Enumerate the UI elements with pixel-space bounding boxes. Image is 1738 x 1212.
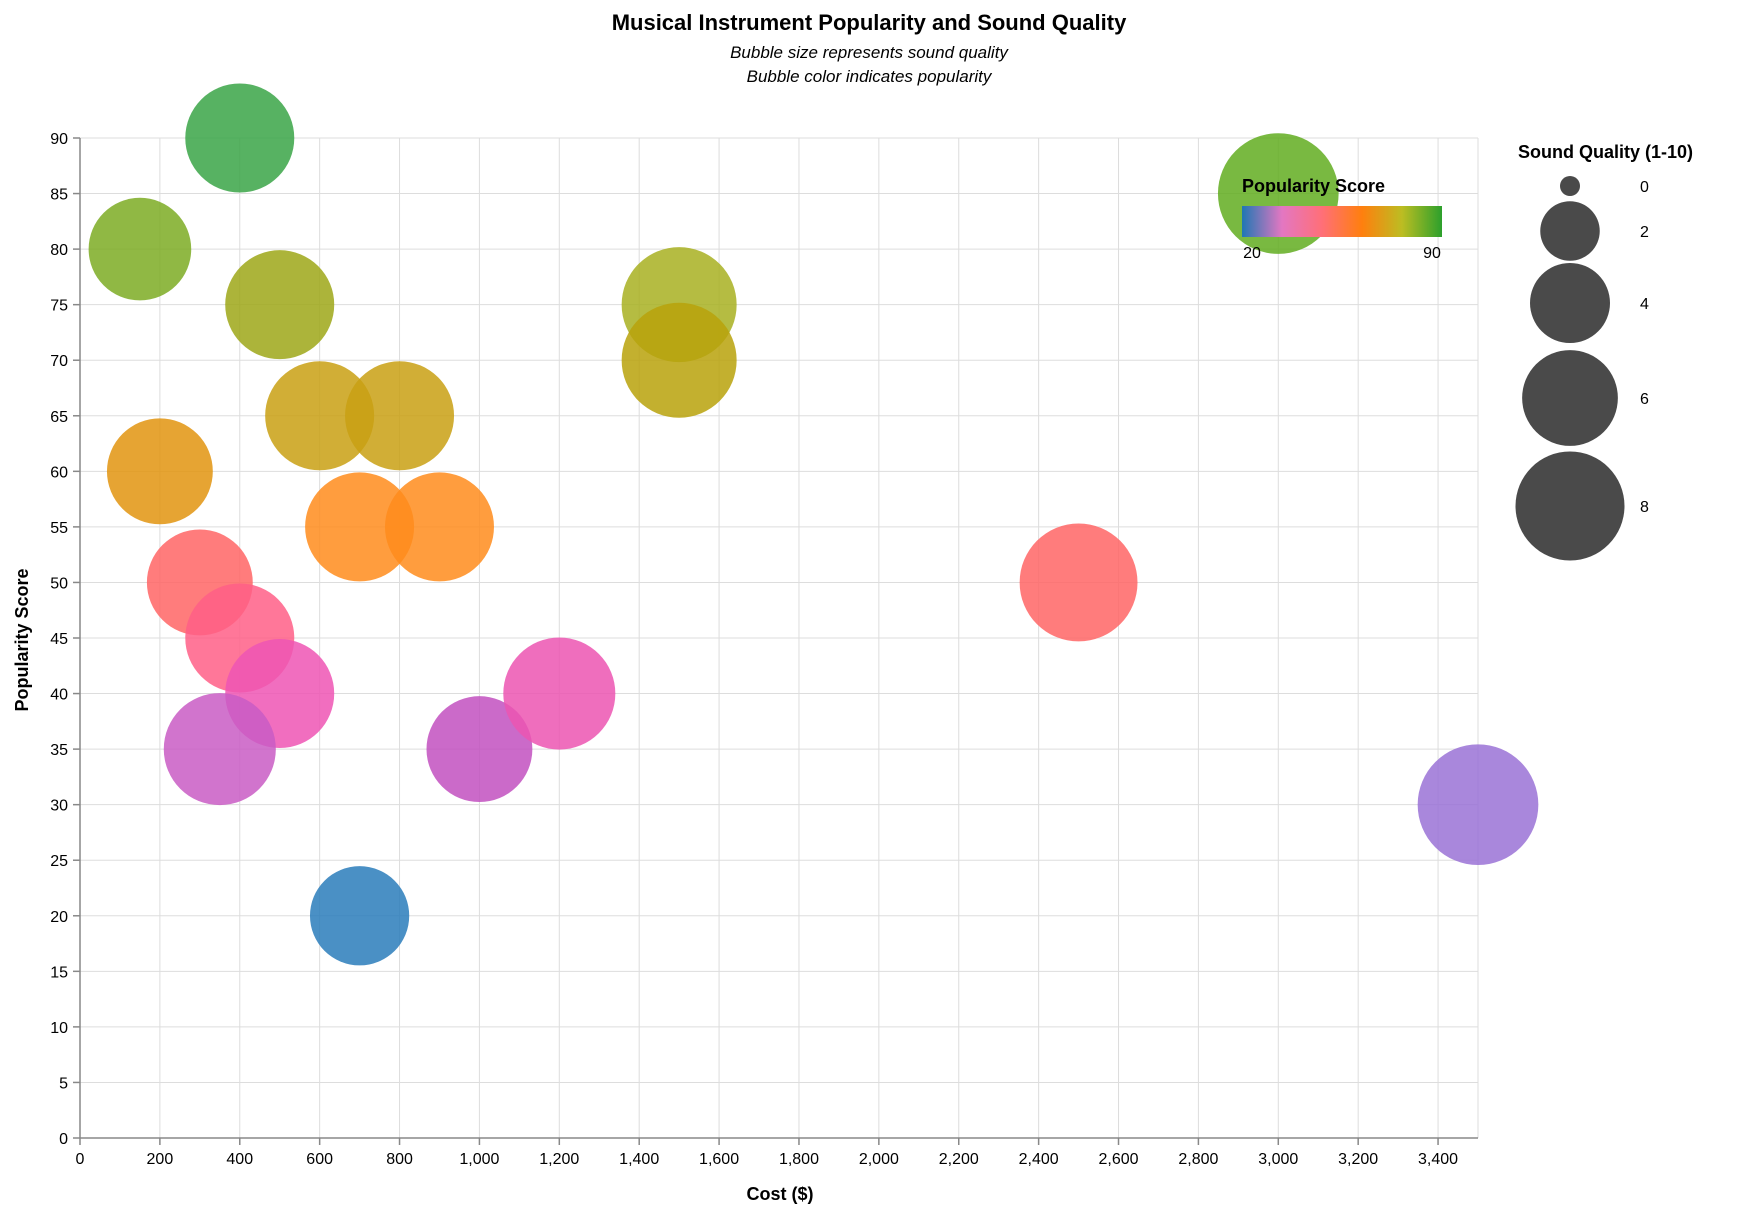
- x-tick-label: 2,200: [939, 1151, 979, 1168]
- y-tick-label: 0: [59, 1131, 68, 1148]
- x-tick-label: 0: [76, 1151, 85, 1168]
- chart-subtitle-line-1: Bubble size represents sound quality: [730, 43, 1009, 62]
- x-tick-label: 2,800: [1178, 1151, 1218, 1168]
- bubble-point: [503, 637, 616, 750]
- bubble-point: [305, 472, 415, 582]
- x-tick-label: 400: [226, 1151, 253, 1168]
- color-legend-title: Popularity Score: [1242, 176, 1385, 196]
- y-tick-label: 75: [50, 298, 68, 315]
- size-legend: Sound Quality (1-10) 0 2 4 6 8: [1515, 142, 1693, 561]
- bubble-point: [185, 83, 295, 193]
- y-tick-label: 35: [50, 742, 68, 759]
- bubble-point: [621, 302, 737, 418]
- bubble-point: [88, 197, 192, 301]
- bubble-point: [1417, 744, 1539, 866]
- grid: [79, 137, 1479, 1139]
- bubble-point: [384, 472, 494, 582]
- color-legend-max-label: 90: [1423, 245, 1441, 262]
- y-tick-label: 90: [50, 131, 68, 148]
- chart-subtitle-line-2: Bubble color indicates popularity: [747, 67, 993, 86]
- x-tick-label: 800: [386, 1151, 413, 1168]
- axes: 0 200 400 600 800 1,000 1,200 1,400 1,600 1,800 2,…: [50, 131, 1478, 1168]
- x-tick-label: 600: [306, 1151, 333, 1168]
- x-axis-title: Cost ($): [747, 1184, 814, 1204]
- bubble-point: [265, 361, 375, 471]
- bubble-point: [106, 418, 213, 525]
- bubble-point: [426, 696, 533, 803]
- y-tick-label: 55: [50, 520, 68, 537]
- y-tick-label: 50: [50, 575, 68, 592]
- size-legend-symbol: [1530, 263, 1610, 343]
- x-tick-label: 1,800: [779, 1151, 819, 1168]
- x-tick-label: 1,200: [539, 1151, 579, 1168]
- x-tick-label: 3,400: [1418, 1151, 1458, 1168]
- y-tick-label: 85: [50, 187, 68, 204]
- y-tick-label: 15: [50, 964, 68, 981]
- y-tick-label: 5: [59, 1075, 68, 1092]
- y-axis-title: Popularity Score: [12, 568, 32, 711]
- size-legend-symbol: [1515, 451, 1625, 561]
- y-tick-label: 65: [50, 409, 68, 426]
- size-legend-label: 6: [1640, 391, 1649, 408]
- color-legend-min-label: 20: [1243, 245, 1261, 262]
- color-legend-gradient: [1242, 206, 1442, 237]
- y-tick-label: 80: [50, 242, 68, 259]
- size-legend-symbol: [1522, 350, 1618, 446]
- y-tick-label: 60: [50, 464, 68, 481]
- size-legend-symbol: [1540, 201, 1600, 261]
- bubble-point: [345, 361, 455, 471]
- bubble-point: [225, 250, 335, 360]
- x-tick-label: 200: [147, 1151, 174, 1168]
- x-tick-label: 2,400: [1019, 1151, 1059, 1168]
- bubble-point: [309, 866, 410, 966]
- bubbles: [88, 83, 1539, 966]
- y-tick-label: 70: [50, 353, 68, 370]
- color-legend: Popularity Score 20 90: [1242, 176, 1442, 262]
- x-tick-label: 1,000: [459, 1151, 499, 1168]
- size-legend-title: Sound Quality (1-10): [1518, 142, 1693, 162]
- x-tick-label: 2,000: [859, 1151, 899, 1168]
- size-legend-label: 8: [1640, 499, 1649, 516]
- x-tick-label: 1,600: [699, 1151, 739, 1168]
- x-tick-label: 1,400: [619, 1151, 659, 1168]
- size-legend-label: 4: [1640, 296, 1649, 313]
- y-tick-label: 45: [50, 631, 68, 648]
- y-tick-label: 10: [50, 1020, 68, 1037]
- bubble-point: [1019, 523, 1138, 642]
- chart-title: Musical Instrument Popularity and Sound …: [612, 10, 1127, 35]
- x-tick-label: 3,200: [1338, 1151, 1378, 1168]
- y-tick-label: 20: [50, 909, 68, 926]
- size-legend-label: 2: [1640, 224, 1649, 241]
- y-tick-label: 30: [50, 798, 68, 815]
- x-tick-label: 3,000: [1258, 1151, 1298, 1168]
- size-legend-symbol: [1560, 176, 1580, 196]
- x-tick-label: 2,600: [1098, 1151, 1138, 1168]
- size-legend-label: 0: [1640, 179, 1649, 196]
- y-tick-label: 25: [50, 853, 68, 870]
- bubble-point: [163, 693, 276, 806]
- y-tick-label: 40: [50, 687, 68, 704]
